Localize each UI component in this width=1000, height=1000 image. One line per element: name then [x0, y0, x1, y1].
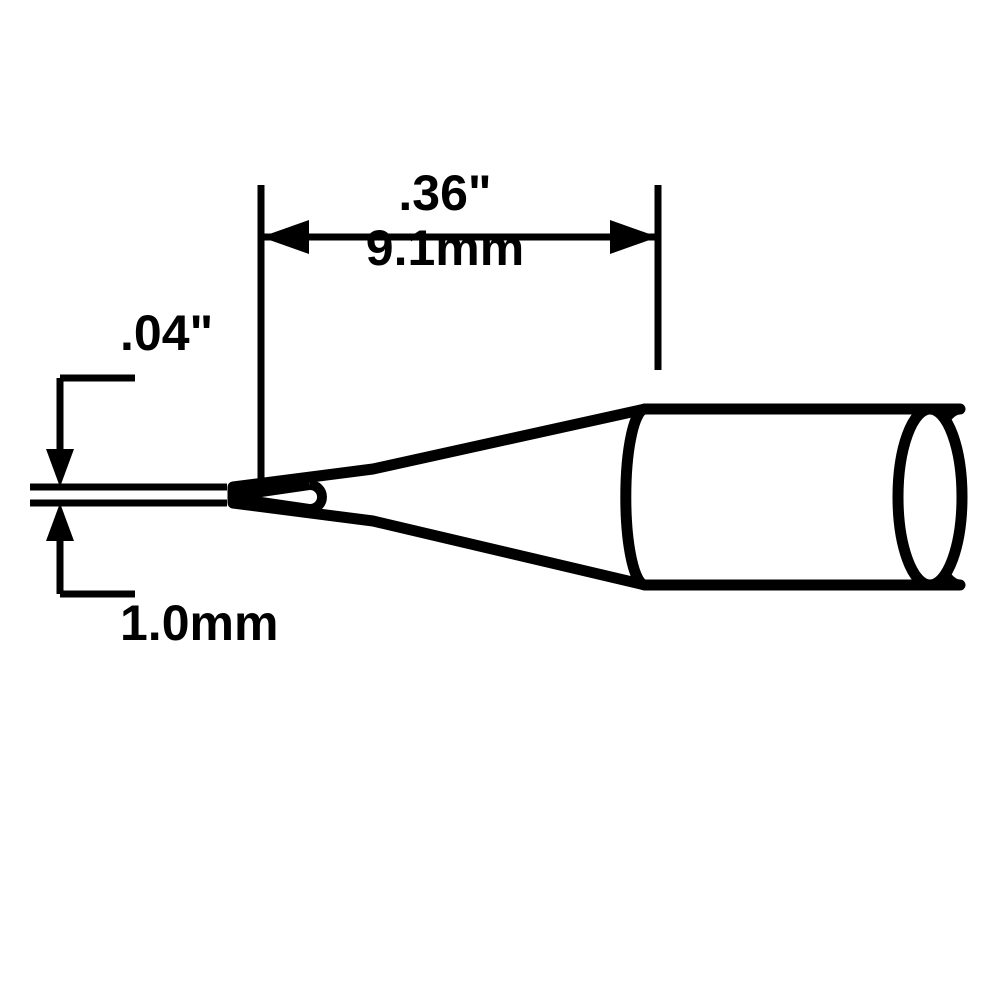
dimension-label: 1.0mm: [120, 595, 278, 651]
break-ellipse: [898, 409, 962, 585]
dim-arrow: [610, 220, 658, 254]
dimension-label: 9.1mm: [366, 220, 524, 276]
dimension-label: .04": [120, 305, 213, 361]
dim-arrow: [261, 220, 309, 254]
technical-drawing: .36"9.1mm .04" 1.0mm: [0, 0, 1000, 1000]
dim-arrow: [46, 503, 74, 541]
dim-arrow: [46, 449, 74, 487]
tool-outline: [233, 409, 960, 585]
dimension-label: .36": [398, 165, 491, 221]
